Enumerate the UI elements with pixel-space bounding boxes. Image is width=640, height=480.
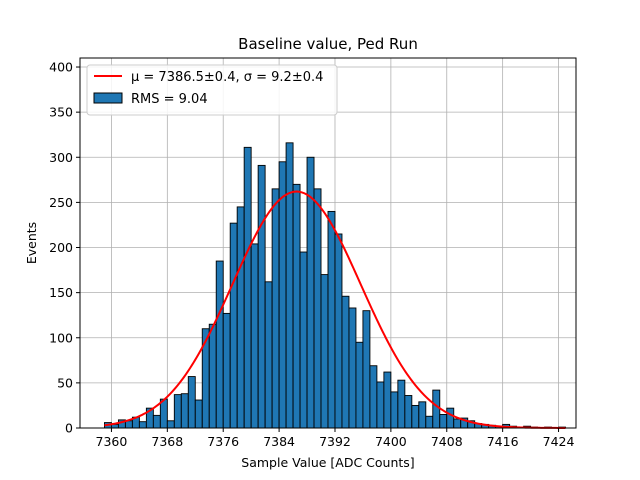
y-tick-label: 50 — [57, 375, 73, 390]
histogram-bar — [278, 161, 287, 429]
histogram-bar — [292, 183, 301, 429]
histogram-bar — [376, 381, 385, 429]
y-tick-label: 100 — [49, 330, 73, 345]
histogram-bar — [187, 376, 196, 429]
histogram-bar — [320, 274, 329, 429]
histogram-bar — [348, 307, 357, 429]
histogram-bar — [285, 142, 294, 429]
legend: μ = 7386.5±0.4, σ = 9.2±0.4 RMS = 9.04 — [86, 64, 338, 116]
y-tick-label: 0 — [65, 421, 73, 436]
gaussian-fit-curve — [104, 190, 566, 429]
x-tick-label: 7368 — [151, 434, 183, 449]
y-axis-ticks: 0 50 100 150 200 250 300 350 400 — [49, 60, 80, 436]
histogram-bar — [369, 365, 378, 429]
histogram-bar — [236, 206, 245, 429]
plot-frame — [79, 57, 577, 429]
legend-fit-label: μ = 7386.5±0.4, σ = 9.2±0.4 — [131, 70, 323, 85]
histogram-bar — [173, 394, 182, 429]
y-axis-label: Events — [24, 222, 39, 264]
x-tick-label: 7376 — [207, 434, 239, 449]
histogram-bar — [271, 188, 280, 429]
histogram-bar — [208, 323, 217, 429]
histogram-bar — [299, 251, 308, 429]
histogram-bar — [334, 233, 343, 429]
histogram-bar — [425, 415, 434, 429]
histogram-bar — [138, 421, 147, 429]
y-tick-label: 200 — [49, 240, 73, 255]
x-tick-label: 7424 — [543, 434, 575, 449]
histogram-bar — [180, 393, 189, 429]
x-tick-label: 7392 — [319, 434, 351, 449]
histogram-bar — [432, 389, 441, 429]
x-axis-ticks: 7360 7368 7376 7384 7392 7400 7408 7416 7424 — [96, 428, 575, 449]
histogram-bar — [215, 260, 224, 429]
histogram-bar — [166, 420, 175, 429]
y-tick-label: 350 — [49, 105, 73, 120]
histogram-bar — [250, 243, 259, 429]
histogram-bar — [453, 418, 462, 429]
x-axis-label: Sample Value [ADC Counts] — [241, 455, 414, 470]
x-tick-label: 7400 — [375, 434, 407, 449]
histogram-bar — [446, 407, 455, 429]
histogram-bar — [362, 310, 371, 429]
legend-histogram-label: RMS = 9.04 — [131, 92, 208, 107]
histogram-bar — [313, 188, 322, 429]
histogram-bar — [264, 281, 273, 429]
x-tick-label: 7360 — [96, 434, 128, 449]
y-tick-label: 250 — [49, 195, 73, 210]
legend-histogram-swatch — [93, 92, 123, 104]
histogram-bar — [355, 341, 364, 429]
y-tick-label: 300 — [49, 150, 73, 165]
histogram-bar — [194, 399, 203, 429]
histogram-bar — [411, 404, 420, 429]
histogram-bar — [397, 379, 406, 429]
histogram-bar — [257, 164, 266, 429]
x-tick-label: 7408 — [431, 434, 463, 449]
histogram-bar — [327, 210, 336, 429]
histogram-bar — [152, 414, 161, 429]
x-tick-label: 7416 — [487, 434, 519, 449]
y-tick-label: 400 — [49, 60, 73, 75]
histogram-bar — [222, 312, 231, 429]
histogram-bar — [390, 391, 399, 429]
histogram-bar — [404, 395, 413, 429]
chart-title: Baseline value, Ped Run — [238, 35, 418, 53]
histogram-bar — [418, 401, 427, 429]
histogram-bar — [243, 146, 252, 429]
histogram-bar — [341, 295, 350, 429]
y-tick-label: 150 — [49, 285, 73, 300]
histogram-bar — [229, 222, 238, 429]
x-tick-label: 7384 — [263, 434, 295, 449]
histogram-bar — [383, 371, 392, 429]
legend-box — [86, 64, 338, 116]
histogram-bar — [439, 414, 448, 429]
histogram-bar — [159, 398, 168, 429]
